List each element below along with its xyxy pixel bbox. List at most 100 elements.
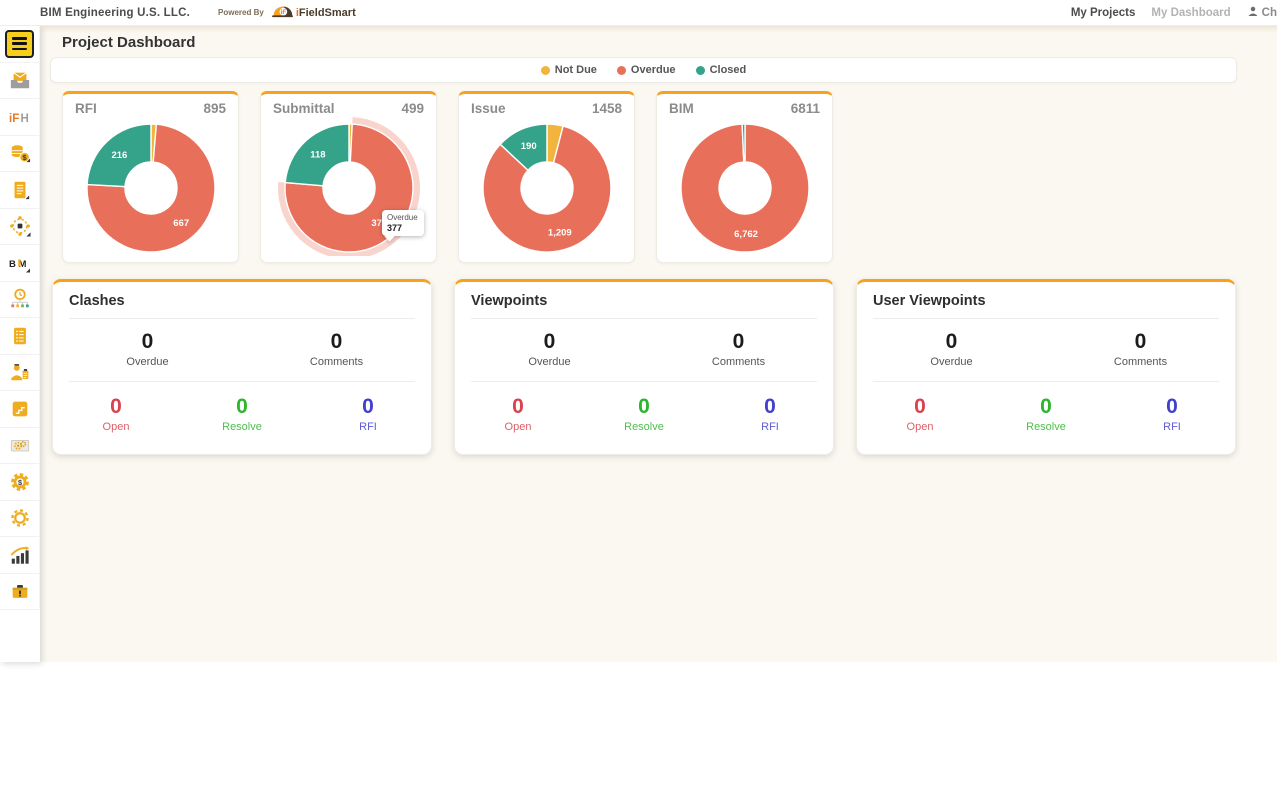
issue-donut-chart[interactable]: 1,209 190 [475,116,619,256]
bim-text-icon: B M [7,250,33,276]
svg-text:$: $ [22,153,26,162]
donut-cards-row: RFI 895 667 216 Submittal 499 377 118 Over… [62,91,1277,263]
sidebar: iF H $ [0,26,40,662]
company-brand: BIM Engineering U.S. LLC. [40,6,191,19]
sidebar-item-ifieldsmart[interactable]: iF H [0,99,40,136]
user-viewpoints-open-stat: 0 Open [906,395,934,434]
svg-text:6,762: 6,762 [734,229,758,240]
stat-cards-row: Clashes 0 Overdue 0 Comments 0 Open 0 Resolv… [52,279,1277,455]
issue-card-total: 1458 [591,101,622,116]
rfi-donut-chart[interactable]: 667 216 [79,116,223,256]
sidebar-item-bim[interactable]: B M [0,245,40,282]
nav-my-dashboard[interactable]: My Dashboard [1151,6,1231,19]
helmet-icon: iF [271,2,293,23]
not-due-dot-icon [540,65,550,75]
logo-text: iFieldSmart [295,6,356,19]
rfi-card: RFI 895 667 216 [62,91,239,263]
top-header: BIM Engineering U.S. LLC. Powered By iF … [0,0,1277,26]
svg-text:$: $ [17,478,21,487]
sidebar-item-mail[interactable] [0,62,40,99]
submittal-card-total: 499 [401,101,424,116]
main-content: Project Dashboard Not Due Overdue Closed… [40,26,1277,662]
rfi-card-total: 895 [203,101,226,116]
sidebar-item-menu[interactable] [0,26,40,63]
svg-text:667: 667 [173,218,189,229]
user-menu[interactable]: Ch [1247,5,1277,20]
legend-closed[interactable]: Closed [695,64,746,76]
bim-card-title: BIM [669,101,694,116]
sidebar-item-submittals[interactable] [0,391,40,428]
legend-overdue[interactable]: Overdue [616,64,676,76]
user-viewpoints-overdue-stat: 0 Overdue [930,330,973,369]
user-viewpoints-card: User Viewpoints 0 Overdue 0 Comments 0 Open… [856,279,1236,455]
sidebar-item-finance[interactable]: $ [0,135,40,172]
task-list-icon [7,323,33,349]
bim-card: BIM 6811 6,762 [656,91,833,263]
clashes-title: Clashes [69,293,125,309]
sidebar-item-analytics[interactable] [0,537,40,574]
invoice-document-icon [7,177,33,203]
svg-text:216: 216 [111,150,127,161]
user-viewpoints-comments-stat: 0 Comments [1113,330,1168,369]
bim-card-total: 6811 [790,101,820,116]
toolbox-icon [7,578,33,604]
viewpoints-open-stat: 0 Open [504,395,532,434]
clashes-rfi-stat: 0 RFI [359,395,377,434]
user-viewpoints-resolve-stat: 0 Resolve [1026,395,1066,434]
svg-text:iF: iF [9,113,19,125]
submittal-card-title: Submittal [273,101,335,116]
viewpoints-comments-stat: 0 Comments [711,330,766,369]
user-viewpoints-title: User Viewpoints [873,293,986,309]
svg-text:1,209: 1,209 [547,227,571,238]
submittal-donut-chart[interactable]: 377 118 [277,116,421,256]
legend-not-due[interactable]: Not Due [540,64,597,76]
svg-text:B M: B M [9,259,27,270]
menu-icon [5,29,34,58]
stairs-document-icon [7,396,33,422]
clashes-card: Clashes 0 Overdue 0 Comments 0 Open 0 Resolv… [52,279,432,455]
user-viewpoints-rfi-stat: 0 RFI [1163,395,1181,434]
issue-card-title: Issue [471,101,506,116]
powered-by-label: Powered By [218,8,264,17]
worker-clipboard-icon [7,359,33,385]
sidebar-item-settings[interactable] [0,500,40,537]
issue-card: Issue 1458 1,209 190 [458,91,635,263]
rfi-card-title: RFI [75,101,97,116]
sidebar-item-hub[interactable] [0,208,40,245]
clashes-comments-stat: 0 Comments [309,330,364,369]
overdue-dot-icon [616,65,626,75]
coins-icon: $ [7,140,33,166]
chart-tooltip: Overdue 377 [382,210,424,237]
clashes-overdue-stat: 0 Overdue [126,330,169,369]
viewpoints-rfi-stat: 0 RFI [761,395,779,434]
bim-donut-chart[interactable]: 6,762 [673,116,817,256]
nav-my-projects[interactable]: My Projects [1070,6,1136,19]
svg-text:190: 190 [520,141,536,152]
sidebar-item-toolbox[interactable] [0,573,40,610]
sidebar-item-tasks[interactable] [0,318,40,355]
plan-gears-icon [7,432,33,458]
chart-legend: Not Due Overdue Closed [50,57,1237,83]
ifieldsmart-logo: iF iFieldSmart [271,2,356,23]
user-name: Ch [1261,6,1277,19]
mail-inbox-icon [7,67,33,93]
sidebar-item-invoices[interactable] [0,172,40,209]
viewpoints-title: Viewpoints [471,293,548,309]
sidebar-item-schedule[interactable] [0,281,40,318]
viewpoints-overdue-stat: 0 Overdue [528,330,571,369]
sidebar-item-drawings[interactable] [0,427,40,464]
sidebar-item-cost[interactable]: $ [0,464,40,501]
sidebar-item-field-reports[interactable] [0,354,40,391]
page-title: Project Dashboard [62,34,196,51]
clashes-open-stat: 0 Open [102,395,130,434]
growth-chart-icon [7,542,33,568]
closed-dot-icon [695,65,705,75]
gear-icon [7,505,33,531]
user-icon [1247,5,1259,20]
viewpoints-resolve-stat: 0 Resolve [624,395,664,434]
hub-target-icon [7,213,33,239]
svg-text:377: 377 [371,218,387,229]
gear-dollar-icon: $ [7,469,33,495]
ifh-logo-icon: iF H [7,104,33,130]
svg-text:118: 118 [310,149,325,160]
